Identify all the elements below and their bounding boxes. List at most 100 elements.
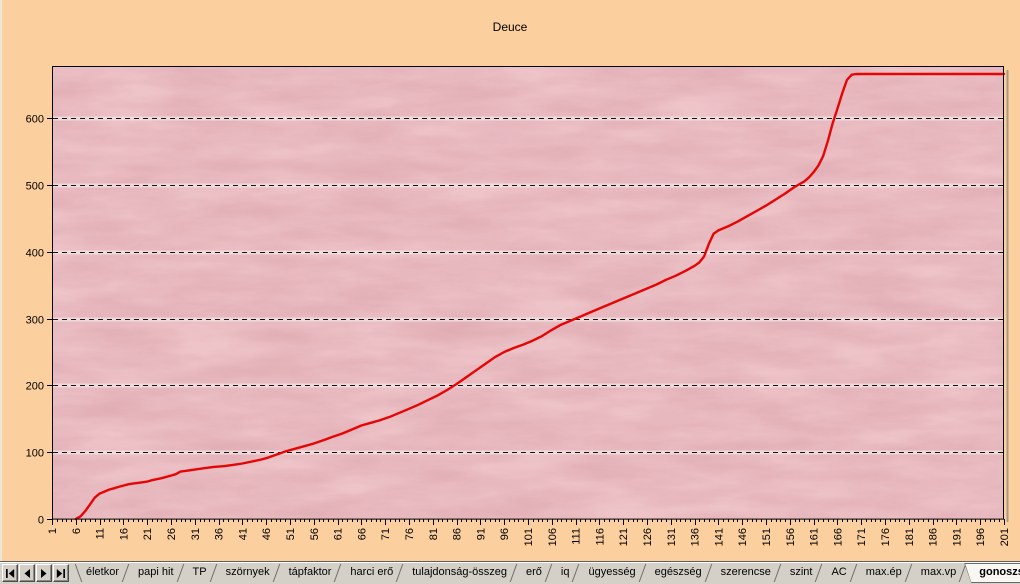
x-axis-label: 51 bbox=[285, 528, 297, 540]
x-axis-label: 76 bbox=[404, 528, 416, 540]
x-axis-label: 81 bbox=[428, 528, 440, 540]
sheet-tab-label: iq bbox=[560, 566, 570, 578]
x-axis-label: 191 bbox=[951, 528, 963, 546]
x-axis-label: 21 bbox=[142, 528, 154, 540]
y-axis-label: 300 bbox=[26, 315, 44, 327]
scroll-next-icon bbox=[41, 568, 47, 578]
sheet-tab-eg-szs-g[interactable]: egészség bbox=[644, 563, 713, 583]
x-axis-label: 136 bbox=[690, 528, 702, 546]
chart-sheet[interactable]: 1 6 11 16 21 26 31 36 41 46 51 56 61 66 71 76 81 86 91 96 10… bbox=[0, 0, 1020, 561]
x-axis-label: 201 bbox=[999, 528, 1011, 546]
x-axis-label: 46 bbox=[261, 528, 273, 540]
sheet-tab-gonoszs-g[interactable]: gonoszság bbox=[964, 563, 1020, 583]
x-axis-label: 166 bbox=[832, 528, 844, 546]
x-axis-label: 96 bbox=[499, 528, 511, 540]
x-axis-label: 61 bbox=[333, 528, 345, 540]
x-axis-label: 116 bbox=[594, 528, 606, 546]
x-axis-label: 111 bbox=[571, 528, 583, 545]
x-axis-label: 11 bbox=[95, 528, 107, 539]
sheet-tab-ac[interactable]: AC bbox=[820, 563, 857, 583]
sheet-tab-t-pfaktor[interactable]: tápfaktor bbox=[278, 563, 343, 583]
x-axis-label: 141 bbox=[713, 528, 725, 546]
tab-scroll-last-button[interactable] bbox=[53, 564, 69, 582]
y-axis[interactable]: 0 100 200 300 400 500 600 bbox=[26, 114, 52, 527]
x-axis-label: 86 bbox=[452, 528, 464, 540]
x-axis-label: 126 bbox=[642, 528, 654, 546]
sheet-tab--letkor[interactable]: életkor bbox=[75, 563, 130, 583]
sheet-tabs: életkor papi hit TP szörnyek tápfaktor harci … bbox=[75, 563, 1020, 583]
x-axis-label: 36 bbox=[214, 528, 226, 540]
x-axis-label: 31 bbox=[190, 528, 202, 540]
sheet-tab-iq[interactable]: iq bbox=[550, 563, 581, 583]
sheet-tab-label: papi hit bbox=[138, 566, 174, 578]
sheet-tab-tulajdons-g-sszeg[interactable]: tulajdonság-összeg bbox=[401, 563, 518, 583]
series-line-deuce[interactable] bbox=[74, 72, 1006, 521]
scroll-last-icon bbox=[56, 568, 65, 578]
tab-scroll-previous-button[interactable] bbox=[19, 564, 35, 582]
sheet-tab-label: TP bbox=[192, 566, 207, 578]
y-axis-label: 0 bbox=[38, 515, 44, 527]
scroll-previous-icon bbox=[24, 568, 30, 578]
sheet-tab-max-vp[interactable]: max.vp bbox=[910, 563, 967, 583]
x-axis-label: 196 bbox=[975, 528, 987, 546]
sheet-tab-label: életkor bbox=[86, 566, 120, 578]
sheet-tab-label: gonoszság bbox=[979, 566, 1020, 578]
sheet-tab--gyess-g[interactable]: ügyesség bbox=[577, 563, 646, 583]
sheet-tab-label: szörnyek bbox=[225, 566, 270, 578]
chart-title[interactable]: Deuce bbox=[492, 20, 528, 34]
sheet-tab-bar: életkor papi hit TP szörnyek tápfaktor harci … bbox=[0, 561, 1020, 584]
x-axis-label: 176 bbox=[880, 528, 892, 546]
sheet-tab-max-p[interactable]: max.ép bbox=[855, 563, 913, 583]
sheet-tab-label: tápfaktor bbox=[288, 566, 332, 578]
sheet-tab-label: tulajdonság-összeg bbox=[412, 566, 508, 578]
x-axis-label: 66 bbox=[356, 528, 368, 540]
x-axis-label: 26 bbox=[166, 528, 178, 540]
x-axis-label: 156 bbox=[785, 528, 797, 546]
x-axis-label: 161 bbox=[809, 528, 821, 546]
sheet-tab-papi-hit[interactable]: papi hit bbox=[127, 563, 184, 583]
y-gridlines bbox=[53, 116, 1003, 455]
x-axis-label: 41 bbox=[237, 528, 249, 540]
y-axis-label: 100 bbox=[26, 448, 44, 460]
x-axis-label: 1 bbox=[47, 528, 59, 534]
sheet-tab-szint[interactable]: szint bbox=[779, 563, 824, 583]
x-axis-label: 101 bbox=[523, 528, 535, 546]
sheet-tab-er-[interactable]: erő bbox=[515, 563, 553, 583]
sheet-tab-label: szint bbox=[789, 566, 813, 578]
y-axis-label: 600 bbox=[26, 114, 44, 126]
sheet-tab-label: max.vp bbox=[920, 566, 957, 578]
sheet-tab-label: AC bbox=[831, 566, 847, 578]
sheet-tab-tp[interactable]: TP bbox=[182, 563, 218, 583]
x-axis-label: 71 bbox=[380, 528, 392, 540]
data-series-group bbox=[74, 72, 1006, 521]
sheet-tab-label: harci erő bbox=[350, 566, 394, 578]
y-axis-label: 200 bbox=[26, 381, 44, 393]
x-axis-label: 6 bbox=[71, 528, 83, 534]
x-axis-label: 186 bbox=[928, 528, 940, 546]
sheet-tab-harci-er-[interactable]: harci erő bbox=[339, 563, 404, 583]
x-axis-label: 16 bbox=[118, 528, 130, 540]
tab-scroll-first-button[interactable] bbox=[2, 564, 18, 582]
plot-area-texture bbox=[52, 66, 1004, 519]
tab-scroll-next-button[interactable] bbox=[36, 564, 52, 582]
x-axis-label: 171 bbox=[856, 528, 868, 546]
x-axis-label: 56 bbox=[309, 528, 321, 540]
sheet-tab-szerencse[interactable]: szerencse bbox=[710, 563, 782, 583]
x-axis[interactable]: 1 6 11 16 21 26 31 36 41 46 51 56 61 66 71 76 81 86 91 96 10… bbox=[47, 519, 1011, 546]
sheet-tab-label: max.ép bbox=[865, 566, 902, 578]
sheet-tab-label: ügyesség bbox=[588, 566, 636, 578]
x-axis-label: 146 bbox=[737, 528, 749, 546]
window-edge bbox=[0, 0, 2, 561]
sheet-tab-label: szerencse bbox=[720, 566, 771, 578]
y-axis-label: 400 bbox=[26, 248, 44, 260]
x-axis-label: 181 bbox=[904, 528, 916, 546]
sheet-tab-sz-rnyek[interactable]: szörnyek bbox=[215, 563, 281, 583]
y-axis-label: 500 bbox=[26, 181, 44, 193]
x-axis-label: 131 bbox=[666, 528, 678, 546]
scroll-first-icon bbox=[6, 568, 15, 578]
sheet-tab-label: erő bbox=[526, 566, 542, 578]
sheet-tab-label: egészség bbox=[654, 566, 702, 578]
x-axis-label: 106 bbox=[547, 528, 559, 546]
tab-scroll-buttons bbox=[2, 564, 69, 582]
